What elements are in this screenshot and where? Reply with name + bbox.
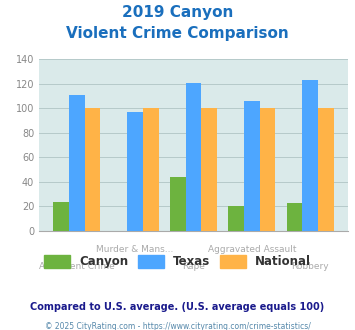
Text: Robbery: Robbery — [291, 262, 329, 271]
Bar — [127, 112, 143, 231]
Text: All Violent Crime: All Violent Crime — [39, 262, 115, 271]
Bar — [318, 109, 334, 231]
Text: Aggravated Assault: Aggravated Assault — [208, 245, 296, 254]
Bar — [69, 95, 84, 231]
Text: 2019 Canyon: 2019 Canyon — [122, 5, 233, 20]
Legend: Canyon, Texas, National: Canyon, Texas, National — [39, 250, 316, 273]
Bar — [286, 203, 302, 231]
Bar — [302, 80, 318, 231]
Bar — [228, 207, 244, 231]
Bar — [53, 202, 69, 231]
Bar — [143, 109, 159, 231]
Text: Compared to U.S. average. (U.S. average equals 100): Compared to U.S. average. (U.S. average … — [31, 302, 324, 312]
Text: Rape: Rape — [182, 262, 205, 271]
Bar — [201, 109, 217, 231]
Bar — [244, 101, 260, 231]
Bar — [260, 109, 275, 231]
Text: Murder & Mans...: Murder & Mans... — [97, 245, 174, 254]
Bar — [186, 83, 201, 231]
Bar — [170, 177, 186, 231]
Bar — [84, 109, 100, 231]
Text: Violent Crime Comparison: Violent Crime Comparison — [66, 26, 289, 41]
Text: © 2025 CityRating.com - https://www.cityrating.com/crime-statistics/: © 2025 CityRating.com - https://www.city… — [45, 322, 310, 330]
